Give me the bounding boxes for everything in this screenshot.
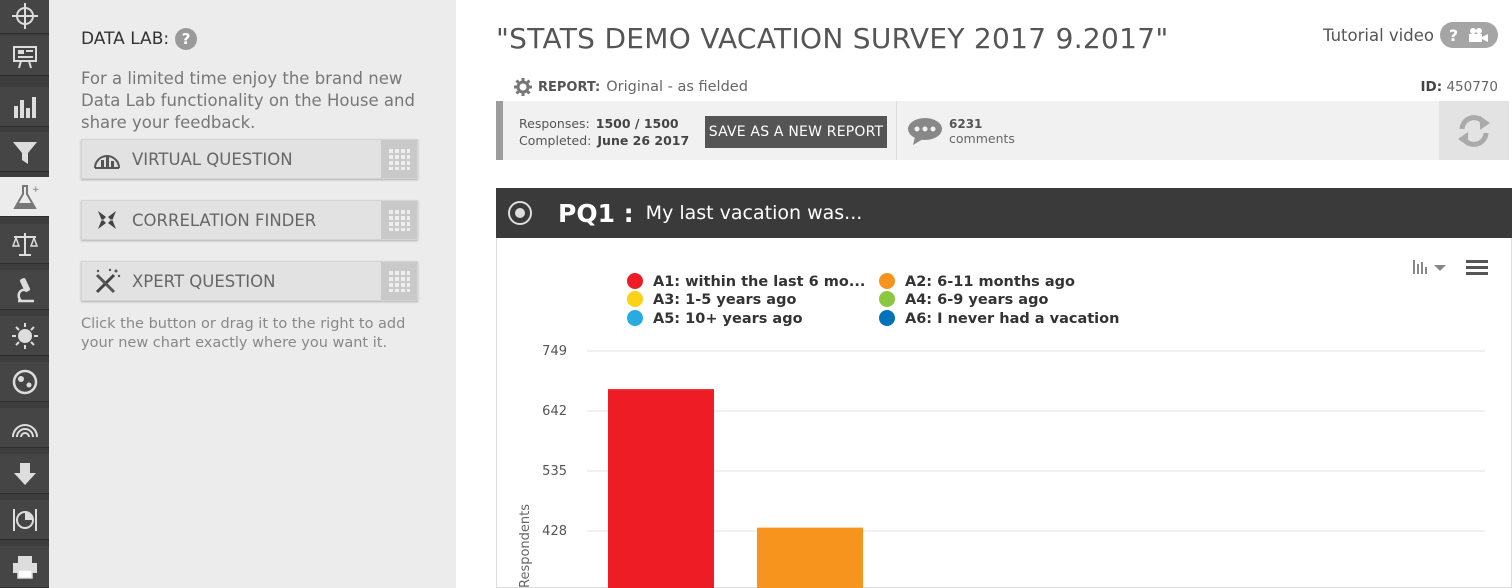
report-id: ID: 450770: [1421, 79, 1498, 95]
legend-label: A4: 6-9 years ago: [905, 292, 1048, 308]
svg-text:+: +: [32, 185, 40, 195]
xpert-question-button[interactable]: XPERT QUESTION: [81, 261, 418, 301]
legend-label: A5: 10+ years ago: [653, 311, 803, 327]
y-tick-label: 428: [542, 524, 567, 539]
sun-icon[interactable]: [0, 316, 49, 356]
data-lab-description: For a limited time enjoy the brand new D…: [81, 69, 415, 132]
tutorial-label: Tutorial video: [1323, 25, 1434, 45]
completed-label: Completed:: [519, 133, 592, 148]
report-version[interactable]: REPORT: Original - as fielded: [514, 78, 748, 96]
menu-icon: [1466, 266, 1488, 269]
legend-label: A2: 6-11 months ago: [905, 274, 1075, 290]
comments-label: comments: [949, 131, 1015, 146]
legend-marker: [879, 291, 895, 307]
presentation-icon[interactable]: [0, 36, 49, 76]
help-icon[interactable]: ?: [175, 28, 198, 50]
legend-label: A3: 1-5 years ago: [653, 292, 796, 308]
globe-icon[interactable]: [0, 362, 49, 402]
chart-type-icon: [1417, 264, 1419, 274]
question-text: My last vacation was...: [645, 202, 863, 224]
printer-icon[interactable]: [0, 546, 49, 588]
chart-type-icon: [1425, 267, 1427, 274]
xpert-question-label: XPERT QUESTION: [132, 271, 276, 291]
report-id-label: ID:: [1420, 79, 1443, 95]
menu-icon: [1466, 260, 1488, 263]
question-header[interactable]: PQ1 : My last vacation was...: [496, 188, 1512, 238]
question-chart-card: A1: within the last 6 mo... A2: 6-11 mont…: [496, 238, 1512, 588]
correlation-finder-icon: [82, 201, 132, 239]
legend-label: A6: I never had a vacation: [905, 311, 1119, 327]
virtual-question-label: VIRTUAL QUESTION: [132, 149, 293, 169]
y-tick-label: 749: [542, 344, 567, 359]
chart-type-icon: [1413, 260, 1415, 274]
y-axis-label: Respondents: [518, 504, 533, 588]
y-tick-label: 535: [542, 464, 567, 479]
legend-marker: [627, 273, 643, 289]
tutorial-video-link[interactable]: Tutorial video ?: [1323, 22, 1498, 48]
question-select-radio[interactable]: [508, 201, 532, 225]
completed-value: June 26 2017: [597, 133, 690, 148]
tool-rail: +: [0, 0, 49, 588]
report-title: "STATS DEMO VACATION SURVEY 2017 9.2017": [496, 22, 1169, 55]
divider: [896, 101, 897, 160]
data-lab-hint: Click the button or drag it to the right…: [81, 316, 406, 351]
microscope-icon[interactable]: [0, 270, 49, 310]
correlation-finder-label: CORRELATION FINDER: [132, 210, 317, 230]
legend-marker: [879, 273, 895, 289]
legend-marker: [627, 310, 643, 326]
refresh-icon: [1458, 114, 1490, 147]
target-icon[interactable]: [0, 0, 49, 34]
question-code: PQ1 :: [558, 198, 634, 228]
bar-chart-icon[interactable]: [0, 87, 49, 127]
filter-icon[interactable]: [0, 132, 49, 172]
refresh-button[interactable]: [1439, 101, 1509, 160]
tutorial-badge[interactable]: ?: [1440, 22, 1498, 48]
legend-marker: [879, 310, 895, 326]
scales-icon[interactable]: [0, 224, 49, 264]
report-id-value: 450770: [1446, 79, 1498, 95]
responses-label: Responses:: [519, 116, 590, 131]
legend-label: A1: within the last 6 mo...: [653, 274, 865, 290]
report-label: REPORT:: [538, 79, 601, 95]
data-lab-title-text: DATA LAB:: [81, 29, 170, 49]
video-camera-icon: [1469, 28, 1489, 42]
rainbow-icon[interactable]: [0, 408, 49, 448]
correlation-finder-button[interactable]: CORRELATION FINDER: [81, 200, 418, 240]
xpert-question-icon: [82, 262, 132, 300]
gear-icon: [514, 78, 532, 96]
y-tick-label: 642: [542, 404, 567, 419]
virtual-question-button[interactable]: VIRTUAL QUESTION: [81, 139, 418, 179]
data-lab-panel: DATA LAB: ? For a limited time enjoy the…: [49, 0, 456, 588]
legend-marker: [627, 291, 643, 307]
drag-handle-icon[interactable]: [381, 140, 417, 178]
response-stats: Responses: 1500 / 1500 Completed: June 26 …: [519, 115, 689, 149]
data-lab-title: DATA LAB: ?: [81, 28, 198, 50]
bar: [608, 389, 714, 588]
report-value: Original - as fielded: [606, 79, 748, 95]
chart-type-icon: [1421, 262, 1423, 274]
flask-icon[interactable]: +: [0, 177, 49, 217]
drag-handle-icon[interactable]: [381, 201, 417, 239]
report-stats-bar: Responses: 1500 / 1500 Completed: June 26 …: [496, 101, 1509, 160]
report-main: "STATS DEMO VACATION SURVEY 2017 9.2017"…: [456, 0, 1512, 588]
download-icon[interactable]: [0, 454, 49, 494]
drag-handle-icon[interactable]: [381, 262, 417, 300]
virtual-question-icon: [82, 140, 132, 178]
save-as-new-report-button[interactable]: SAVE AS A NEW REPORT: [705, 116, 887, 148]
help-icon: ?: [1448, 25, 1459, 45]
comments-icon: [908, 118, 942, 145]
menu-icon: [1466, 272, 1488, 275]
responses-value: 1500 / 1500: [595, 116, 679, 131]
chart-svg: A1: within the last 6 mo... A2: 6-11 mont…: [518, 260, 1488, 588]
comments-count: 6231: [949, 117, 983, 131]
chevron-down-icon: [1434, 265, 1446, 271]
pie-icon[interactable]: [0, 500, 49, 540]
comments-link[interactable]: 6231 comments: [907, 117, 1015, 146]
bar: [757, 527, 863, 588]
